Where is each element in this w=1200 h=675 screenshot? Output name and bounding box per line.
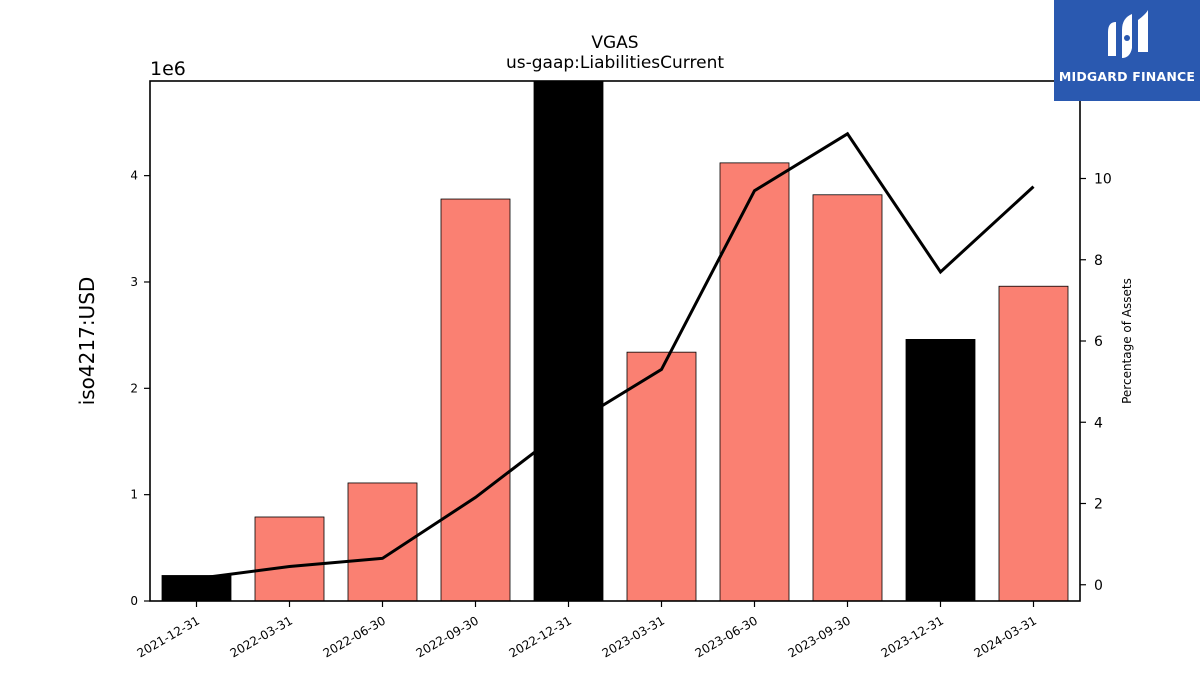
y-tick-label: 1 [130,488,138,502]
y2-tick-label: 10 [1094,172,1112,188]
y-axis-label: iso4217:USD [75,277,99,406]
bar [812,194,883,602]
bar [626,351,697,602]
x-tick-label: 2021-12-31 [135,613,202,660]
y-tick-label: 4 [130,169,138,183]
bars-group [161,80,1069,602]
logo-text: MIDGARD FINANCE [1058,69,1196,84]
x-tick-label: 2023-09-30 [786,613,853,660]
x-tick-label: 2022-12-31 [507,613,574,660]
x-tick-label: 2022-03-31 [228,613,295,660]
y2-tick-label: 8 [1094,253,1103,269]
chart-title: VGAS [591,33,638,53]
logo-mark-icon [1108,10,1148,58]
y-tick-label: 3 [130,275,138,289]
x-tick-label: 2023-06-30 [693,613,760,660]
x-tick-label: 2023-03-31 [600,613,667,660]
bar [998,285,1069,602]
x-tick-label: 2023-12-31 [879,613,946,660]
line-group [196,131,1035,581]
y2-tick-label: 0 [1094,578,1103,594]
y-tick-label: 0 [130,594,138,608]
bar [254,516,325,602]
bar [719,162,790,602]
bar [161,575,232,602]
x-tick-label: 2022-06-30 [321,613,388,660]
line-series [196,131,1035,581]
x-tick-label: 2022-09-30 [414,613,481,660]
y2-tick-label: 2 [1094,497,1103,513]
y-tick-label: 2 [130,381,138,395]
y-offset-label: 1e6 [150,58,186,80]
bar [533,80,604,602]
y2-tick-label: 6 [1094,334,1103,350]
logo: MIDGARD FINANCE [1054,0,1200,101]
bar [440,198,511,602]
y2-axis-label: Percentage of Assets [1120,278,1134,404]
x-tick-label: 2024-03-31 [972,613,1039,660]
chart-subtitle: us-gaap:LiabilitiesCurrent [506,53,724,73]
y2-tick-label: 4 [1094,415,1103,431]
bar [905,339,976,602]
